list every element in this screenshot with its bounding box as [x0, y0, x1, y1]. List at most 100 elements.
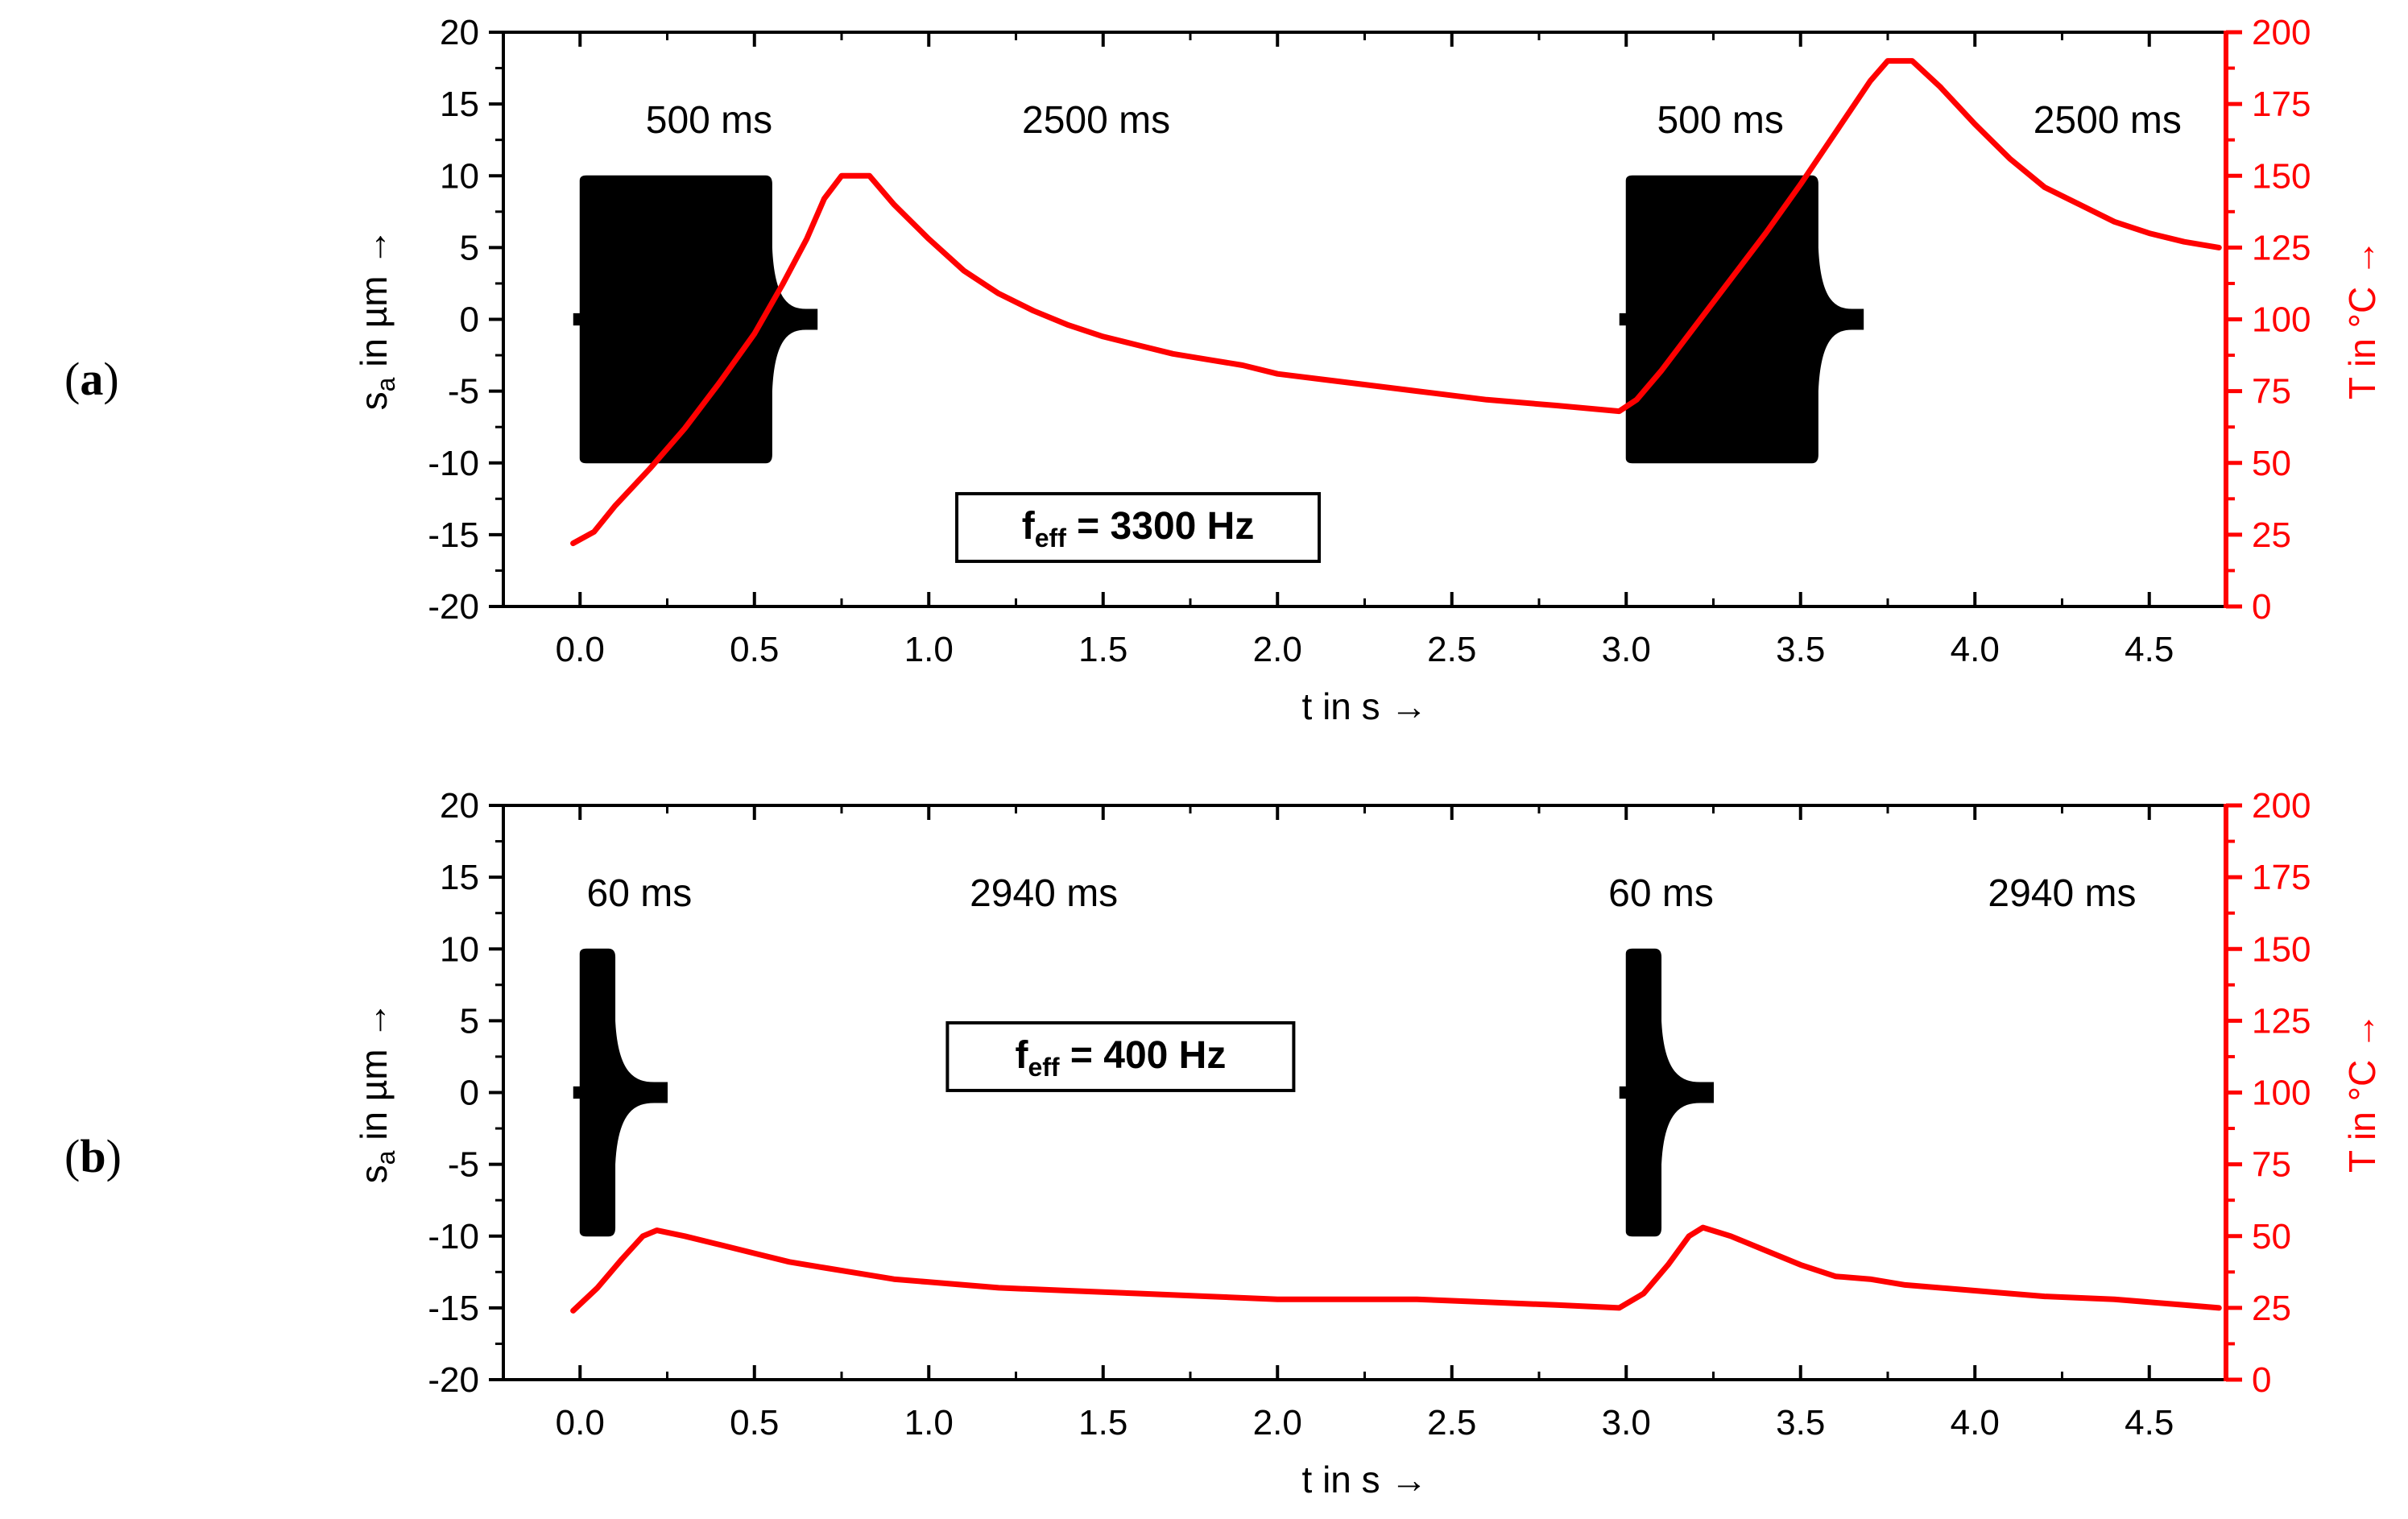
y-right-tick-label: 100: [2252, 300, 2311, 340]
y-right-tick-label: 100: [2252, 1074, 2311, 1113]
freq-label-rest: = 400 Hz: [1060, 1034, 1227, 1077]
y-right-tick-label: 175: [2252, 858, 2311, 897]
y-right-tick-label: 150: [2252, 156, 2311, 196]
duration-annotation-3: 500 ms: [1657, 99, 1783, 142]
x-tick-label: 0.0: [556, 1403, 605, 1442]
y-left-tick-label: -15: [428, 515, 479, 555]
x-tick-label: 3.0: [1602, 630, 1651, 669]
displacement-burst-1: [573, 948, 668, 1237]
x-tick-label: 4.5: [2125, 1403, 2174, 1442]
y-left-tick-label: -5: [448, 372, 479, 412]
y-left-title-main: s: [353, 1165, 395, 1183]
y-left-tick-label: 20: [440, 786, 479, 826]
y-right-tick-label: 175: [2252, 85, 2311, 124]
y-right-tick-label: 125: [2252, 1001, 2311, 1041]
y-right-tick-label: 75: [2252, 372, 2291, 412]
duration-annotation-1: 500 ms: [646, 99, 772, 142]
freq-label-box: [955, 491, 1322, 563]
x-tick-label: 4.0: [1951, 630, 2000, 669]
y-left-tick-label: 10: [440, 929, 479, 969]
x-tick-label: 2.0: [1253, 630, 1302, 669]
panel-label-open: (: [64, 353, 80, 405]
panel-label-open: (: [64, 1130, 80, 1182]
x-tick-label: 1.5: [1078, 1403, 1127, 1442]
y-left-tick-label: 0: [460, 300, 479, 340]
x-tick-label: 3.5: [1776, 1403, 1825, 1442]
x-tick-label: 1.0: [904, 1403, 954, 1442]
panel-label: (b): [64, 1130, 122, 1182]
panel-label-letter: b: [80, 1130, 106, 1182]
panel-label-close: ): [106, 1130, 122, 1182]
temperature-line: [570, 58, 2222, 547]
x-tick-label: 0.0: [556, 630, 605, 669]
y-right-axis-title: T in °C →: [2341, 239, 2383, 399]
duration-annotation-4: 2500 ms: [2034, 99, 2182, 142]
y-left-title-main: s: [353, 391, 395, 410]
y-left-tick-label: 15: [440, 85, 479, 124]
duration-annotation-2: 2500 ms: [1022, 99, 1170, 142]
panel-label-letter: a: [80, 353, 103, 405]
y-left-tick-label: 15: [440, 858, 479, 897]
freq-label-rest: = 3300 Hz: [1066, 505, 1254, 548]
chart-panel-b: (b) 0.0 0.5 1.0 1.5 2.0 2.5 3.0 3.5 4.0 4.5 -20 -15 -…: [64, 786, 2383, 1500]
panel-label-close: ): [103, 353, 118, 405]
duration-annotation-4: 2940 ms: [1988, 872, 2136, 915]
freq-label: feff = 400 Hz: [1015, 1034, 1226, 1082]
x-axis-title: t in s →: [1302, 1459, 1428, 1500]
freq-label: feff = 3300 Hz: [1022, 505, 1255, 553]
y-right-tick-label: 75: [2252, 1145, 2291, 1185]
y-left-tick-label: 10: [440, 156, 479, 196]
duration-annotation-2: 2940 ms: [970, 872, 1118, 915]
x-tick-label: 4.5: [2125, 630, 2174, 669]
y-right-tick-label: 50: [2252, 444, 2291, 483]
y-left-tick-label: -10: [428, 444, 479, 483]
y-right-tick-label: 0: [2252, 587, 2271, 627]
y-left-tick-label: 5: [460, 228, 479, 267]
y-right-tick-label: 150: [2252, 929, 2311, 969]
y-left-tick-label: -20: [428, 587, 479, 627]
y-left-tick-label: 20: [440, 13, 479, 52]
x-axis-title: t in s →: [1302, 685, 1428, 727]
y-left-tick-label: 5: [460, 1001, 479, 1041]
y-right-tick-label: 200: [2252, 786, 2311, 826]
x-tick-label: 2.0: [1253, 1403, 1302, 1442]
displacement-burst-2: [1619, 175, 1864, 464]
y-left-tick-label: -20: [428, 1360, 479, 1400]
y-left-axis-title: sa in µm →: [353, 229, 400, 411]
y-left-tick-label: -5: [448, 1145, 479, 1185]
y-right-axis-title: T in °C →: [2341, 1012, 2383, 1173]
displacement-burst-2: [1619, 948, 1714, 1237]
freq-label-main: f: [1015, 1034, 1028, 1077]
y-left-axis-title: sa in µm →: [353, 1002, 400, 1184]
duration-annotation-1: 60 ms: [587, 872, 693, 915]
y-left-tick-label: 0: [460, 1074, 479, 1113]
x-tick-label: 3.0: [1602, 1403, 1651, 1442]
y-left-tick-label: -15: [428, 1289, 479, 1328]
y-left-title-sub: a: [371, 377, 400, 391]
displacement-burst-1: [573, 175, 818, 464]
y-right-tick-label: 25: [2252, 515, 2291, 555]
freq-label-main: f: [1022, 505, 1036, 548]
y-right-tick-label: 200: [2252, 13, 2311, 52]
y-right-tick-label: 125: [2252, 228, 2311, 267]
chart-panel-a: (a)0.0 0.5 1.0 1.5 2.0 2.5 3.0 3.5 4.0 4.5-20-15-…: [64, 13, 2383, 727]
duration-annotation-3: 60 ms: [1608, 872, 1714, 915]
panel-label: (a): [64, 353, 119, 405]
x-tick-label: 2.5: [1427, 1403, 1476, 1442]
x-tick-label: 4.0: [1951, 1403, 2000, 1442]
temperature-line: [570, 1224, 2222, 1314]
x-tick-label: 0.5: [730, 1403, 779, 1442]
x-tick-label: 1.5: [1078, 630, 1127, 669]
x-tick-label: 2.5: [1427, 630, 1476, 669]
y-left-title-rest: in µm →: [353, 229, 395, 378]
y-left-title-rest: in µm →: [353, 1002, 395, 1151]
freq-label-box: [945, 1020, 1296, 1092]
x-tick-label: 1.0: [904, 630, 954, 669]
x-tick-label: 0.5: [730, 630, 779, 669]
y-left-tick-label: -10: [428, 1217, 479, 1256]
y-right-tick-label: 50: [2252, 1217, 2291, 1256]
freq-label-sub: eff: [1035, 524, 1066, 553]
y-right-tick-label: 25: [2252, 1289, 2291, 1328]
y-right-tick-label: 0: [2252, 1360, 2271, 1400]
